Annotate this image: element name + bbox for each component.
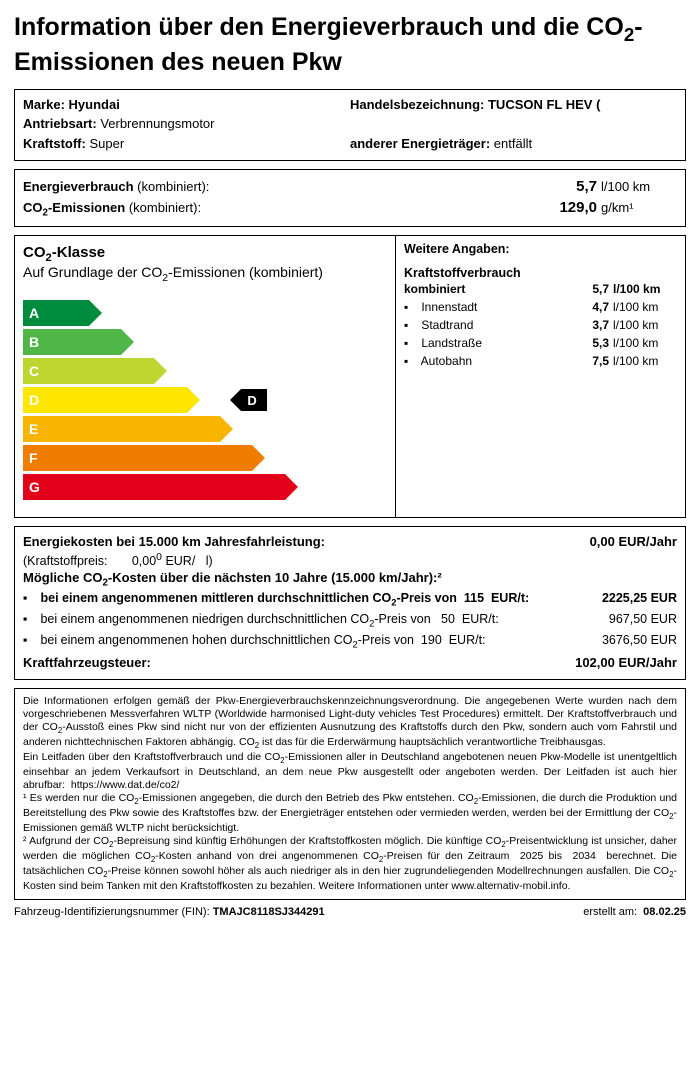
energy-box: Energieverbrauch (kombiniert): 5,7 l/100…: [14, 169, 686, 227]
efficiency-bar-row: B: [23, 329, 387, 355]
co2-unit: g/km¹: [597, 199, 677, 217]
efficiency-bar-row: E: [23, 416, 387, 442]
kraftstoff-value: Super: [89, 136, 124, 151]
cost-item-row: ▪ bei einem angenommenen hohen durchschn…: [23, 631, 677, 652]
efficiency-bar-e: E: [23, 416, 220, 442]
verbrauch-value: 5,7: [541, 176, 597, 197]
efficiency-bar-row: F: [23, 445, 387, 471]
efficiency-bar-row: DD: [23, 387, 387, 413]
verbrauch-label: Energieverbrauch (kombiniert):: [23, 178, 541, 196]
fin-value: TMAJC8118SJ344291: [213, 906, 325, 918]
efficiency-bar-row: G: [23, 474, 387, 500]
ten-year-label: Mögliche CO2-Kosten über die nächsten 10…: [23, 570, 677, 589]
class-indicator: D: [241, 389, 266, 411]
footnote-box: Die Informationen erfolgen gemäß der Pkw…: [14, 688, 686, 900]
page-title: Information über den Energieverbrauch un…: [14, 12, 686, 77]
co2-class-box: CO2-Klasse Auf Grundlage der CO2-Emissio…: [14, 235, 686, 518]
cost-item-row: ▪ bei einem angenommenen mittleren durch…: [23, 589, 677, 610]
co2-class-subtitle: Auf Grundlage der CO2-Emissionen (kombin…: [23, 264, 387, 284]
marke-value: Hyundai: [69, 97, 120, 112]
antrieb-value: Verbrennungsmotor: [100, 116, 214, 131]
anderer-value: entfällt: [494, 136, 532, 151]
annual-cost-value: 0,00 EUR/Jahr: [572, 533, 677, 552]
co2-label: CO2-Emissionen (kombiniert):: [23, 199, 541, 220]
kraftstoff-label: Kraftstoff:: [23, 136, 86, 151]
consumption-row: ▪ Landstraße5,3l/100 km: [404, 334, 677, 352]
weitere-heading: Weitere Angaben:: [404, 242, 677, 256]
efficiency-bar-row: C: [23, 358, 387, 384]
erstellt-label: erstellt am:: [583, 906, 637, 918]
bottom-line: Fahrzeug-Identifizierungsnummer (FIN): T…: [14, 906, 686, 918]
consumption-row: kombiniert5,7l/100 km: [404, 280, 677, 298]
vehicle-info-box: Marke: Hyundai Handelsbezeichnung: TUCSO…: [14, 89, 686, 162]
tax-label: Kraftfahrzeugsteuer:: [23, 654, 572, 673]
consumption-row: ▪ Innenstadt4,7l/100 km: [404, 298, 677, 316]
efficiency-bar-f: F: [23, 445, 252, 471]
handel-label: Handelsbezeichnung:: [350, 97, 484, 112]
annual-cost-label: Energiekosten bei 15.000 km Jahresfahrle…: [23, 533, 572, 552]
marke-label: Marke:: [23, 97, 65, 112]
cost-item-row: ▪ bei einem angenommenen niedrigen durch…: [23, 610, 677, 631]
erstellt-value: 08.02.25: [643, 906, 686, 918]
efficiency-bar-c: C: [23, 358, 154, 384]
efficiency-bar-a: A: [23, 300, 89, 326]
efficiency-bars: ABCDDEFG: [23, 300, 387, 500]
antrieb-label: Antriebsart:: [23, 116, 97, 131]
costs-box: Energiekosten bei 15.000 km Jahresfahrle…: [14, 526, 686, 680]
efficiency-bar-row: A: [23, 300, 387, 326]
verbrauch-unit: l/100 km: [597, 178, 677, 196]
handel-value: TUCSON FL HEV (: [488, 97, 600, 112]
tax-value: 102,00 EUR/Jahr: [572, 654, 677, 673]
anderer-label: anderer Energieträger:: [350, 136, 490, 151]
weitere-angaben-panel: Weitere Angaben: Kraftstoffverbrauch kom…: [396, 236, 685, 517]
consumption-row: ▪ Stadtrand3,7l/100 km: [404, 316, 677, 334]
efficiency-bar-d: D: [23, 387, 187, 413]
efficiency-bar-b: B: [23, 329, 121, 355]
co2-class-title: CO2-Klasse: [23, 244, 387, 264]
co2-value: 129,0: [541, 197, 597, 218]
consumption-row: ▪ Autobahn7,5l/100 km: [404, 352, 677, 370]
fuel-price-line: (Kraftstoffpreis: 0,000 EUR/ l): [23, 552, 677, 568]
kraftstoff-heading: Kraftstoffverbrauch: [404, 266, 677, 280]
fin-label: Fahrzeug-Identifizierungsnummer (FIN):: [14, 906, 210, 918]
efficiency-bar-g: G: [23, 474, 285, 500]
